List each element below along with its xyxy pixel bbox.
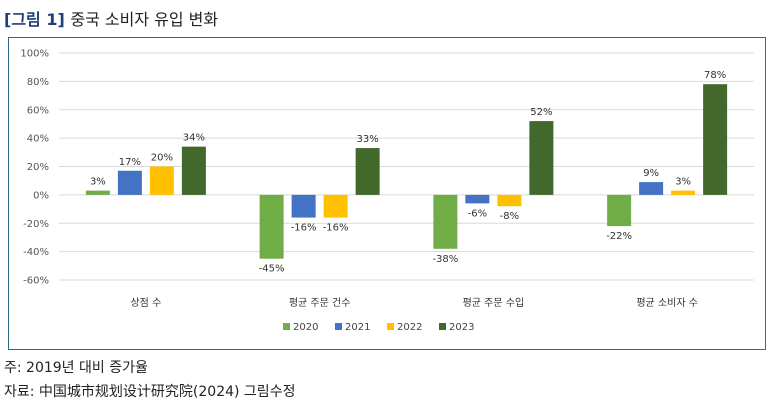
data-label: -16%	[323, 223, 349, 234]
legend-label: 2023	[449, 322, 474, 333]
bar	[703, 84, 728, 195]
data-label: 34%	[183, 133, 205, 144]
legend-label: 2022	[397, 322, 422, 333]
data-label: 3%	[90, 177, 106, 188]
bar	[149, 166, 174, 195]
data-label: 17%	[119, 157, 141, 168]
bar	[117, 170, 142, 195]
figure-source: 자료: 中国城市规划设计研究院(2024) 그림수정	[4, 384, 296, 400]
figure-title-text: 중국 소비자 유입 변화	[70, 10, 219, 29]
legend-label: 2020	[293, 322, 318, 333]
bar	[259, 194, 284, 259]
bar	[465, 194, 490, 204]
legend-swatch	[439, 323, 446, 330]
x-category-label: 상점 수	[130, 297, 161, 309]
y-tick-label: 20%	[27, 162, 49, 173]
x-category-label: 평균 소비자 수	[636, 297, 698, 309]
y-tick-label: -20%	[23, 219, 49, 230]
data-label: 3%	[675, 177, 691, 188]
y-tick-label: -60%	[23, 276, 49, 287]
bar	[671, 190, 696, 195]
figure-note: 주: 2019년 대비 증가율	[4, 360, 148, 376]
bar	[323, 194, 348, 218]
bar	[497, 194, 522, 207]
bar	[181, 146, 206, 195]
data-label: -6%	[468, 208, 487, 219]
data-label: 78%	[704, 70, 726, 81]
data-label: -38%	[432, 254, 458, 265]
figure-title-tag: [그림 1]	[4, 10, 65, 29]
bar	[433, 194, 458, 249]
x-category-label: 평균 주문 수입	[463, 296, 525, 309]
y-tick-label: 80%	[27, 77, 49, 88]
legend-swatch	[387, 323, 394, 330]
chart-container: -60% -40% -20% 0% 20% 40% 60% 80% 100% 3% 17% 20% 34…	[8, 37, 766, 350]
y-tick-label: 0%	[33, 190, 49, 201]
data-label: 9%	[643, 168, 659, 179]
bar	[639, 182, 664, 195]
legend-swatch	[283, 323, 290, 330]
legend-swatch	[335, 323, 342, 330]
bar	[607, 194, 632, 227]
x-category-label: 평균 주문 건수	[289, 297, 351, 309]
y-tick-label: 40%	[27, 134, 49, 145]
bar-chart: -60% -40% -20% 0% 20% 40% 60% 80% 100% 3% 17% 20% 34…	[20, 49, 754, 333]
bar	[85, 190, 110, 195]
data-label: -45%	[259, 264, 285, 275]
data-label: -8%	[500, 211, 519, 222]
bar	[291, 194, 316, 218]
figure-title: [그림 1] 중국 소비자 유입 변화	[4, 6, 218, 30]
data-label: 20%	[151, 153, 173, 164]
data-label: -16%	[291, 223, 317, 234]
data-label: -22%	[606, 231, 632, 242]
y-tick-label: 100%	[20, 49, 49, 60]
legend-label: 2021	[345, 322, 370, 333]
y-tick-label: 60%	[27, 105, 49, 116]
bar	[529, 121, 554, 195]
data-label: 33%	[357, 134, 379, 145]
data-label: 52%	[530, 107, 552, 118]
bar	[355, 148, 380, 195]
y-tick-label: -40%	[23, 247, 49, 258]
